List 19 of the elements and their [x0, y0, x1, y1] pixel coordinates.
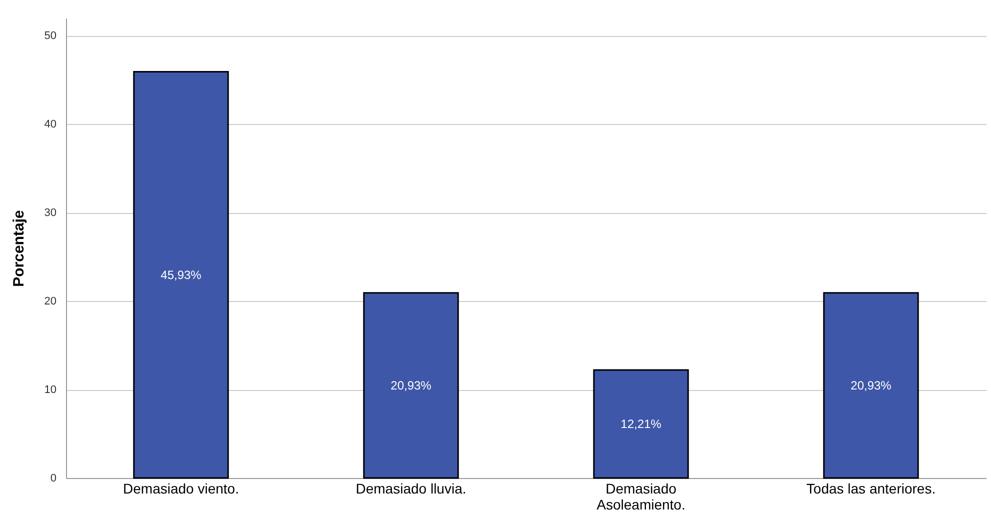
data-label: 20,93%	[390, 378, 432, 392]
x-tick-label: Demasiado lluvia.	[356, 480, 466, 496]
bar	[593, 369, 689, 479]
data-label: 45,93%	[160, 268, 202, 282]
data-label: 12,21%	[620, 416, 662, 431]
bar	[363, 292, 459, 479]
y-tick-label: 20	[44, 296, 56, 308]
y-tick-label: 40	[44, 118, 56, 131]
bar	[823, 292, 919, 479]
x-tick-label: Todas las anteriores.	[806, 480, 936, 496]
data-label: 20,93%	[850, 378, 892, 392]
x-tick-label: Demasiado viento.	[123, 480, 239, 496]
y-tick-label: 10	[44, 384, 56, 396]
y-axis-title: Porcentaje	[10, 210, 28, 287]
y-tick-label: 0	[50, 472, 56, 484]
y-tick-label: 50	[44, 30, 56, 42]
y-tick-label: 30	[44, 207, 56, 220]
x-tick-label: Demasiado Asoleamiento.	[596, 480, 686, 512]
bar	[133, 70, 229, 479]
